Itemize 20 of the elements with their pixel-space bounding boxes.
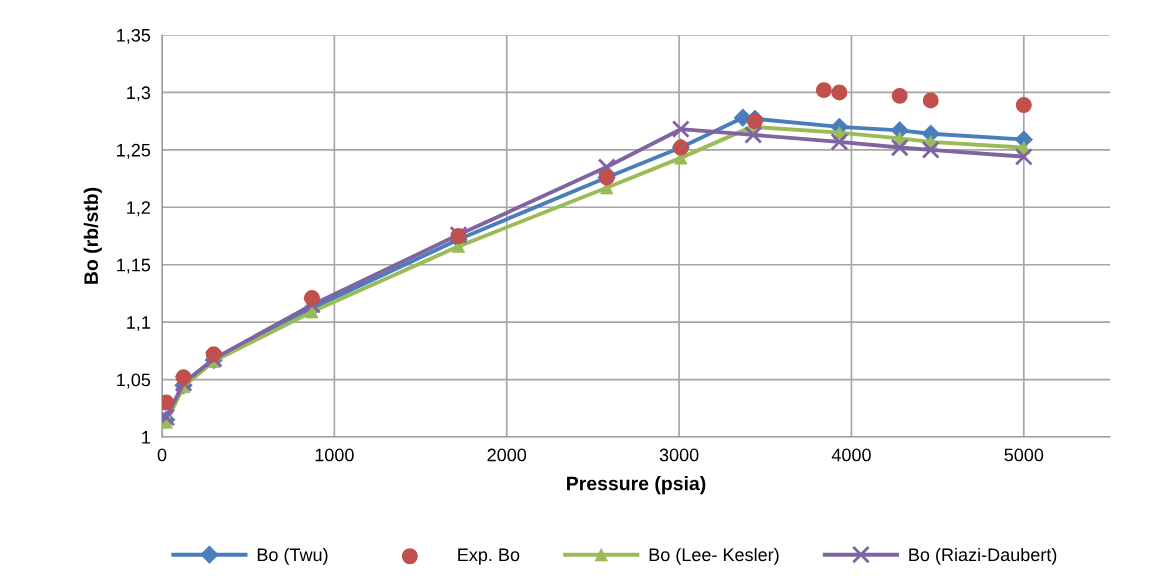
x-tick-label: 2000 <box>487 448 527 462</box>
legend-label: Bo (Lee- Kesler) <box>649 547 779 565</box>
y-tick-label: 1 <box>142 431 151 444</box>
legend-label: Exp. Bo <box>458 548 520 565</box>
legend-label: Bo (Riazi-Daubert) <box>909 547 1057 565</box>
y-tick-label: 1,05 <box>117 373 151 389</box>
x-axis-title: Pressure (psia) <box>567 476 706 495</box>
y-axis-title: Bo (rb/stb) <box>83 187 102 284</box>
x-tick-label: 1000 <box>315 448 354 462</box>
y-tick-label: 1,3 <box>127 86 151 102</box>
y-tick-label: 1,25 <box>117 143 151 159</box>
x-tick-label: 4000 <box>831 448 871 462</box>
y-tick-label: 1,35 <box>117 28 151 44</box>
y-tick-label: 1,2 <box>127 201 150 217</box>
legend-label: Bo (Twu) <box>257 547 328 565</box>
x-tick-label: 5000 <box>1004 448 1044 462</box>
y-tick-label: 1,1 <box>127 316 151 331</box>
x-tick-label: 3000 <box>659 448 699 462</box>
x-tick-label: 0 <box>157 448 167 462</box>
y-tick-label: 1,15 <box>117 258 151 274</box>
